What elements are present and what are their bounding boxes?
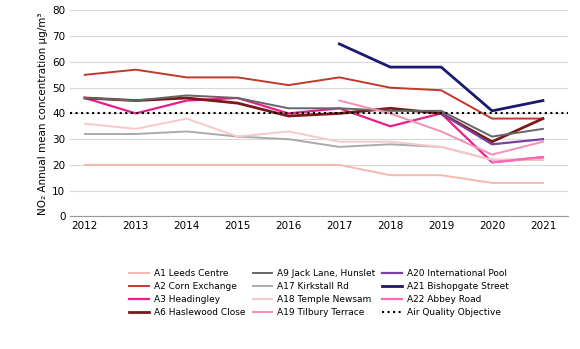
Y-axis label: NO₂ Annual mean concentration μg/m³: NO₂ Annual mean concentration μg/m³ [38,12,48,215]
Legend: A1 Leeds Centre, A2 Corn Exchange, A3 Headingley, A6 Haslewood Close, A9 Jack La: A1 Leeds Centre, A2 Corn Exchange, A3 He… [126,266,512,320]
